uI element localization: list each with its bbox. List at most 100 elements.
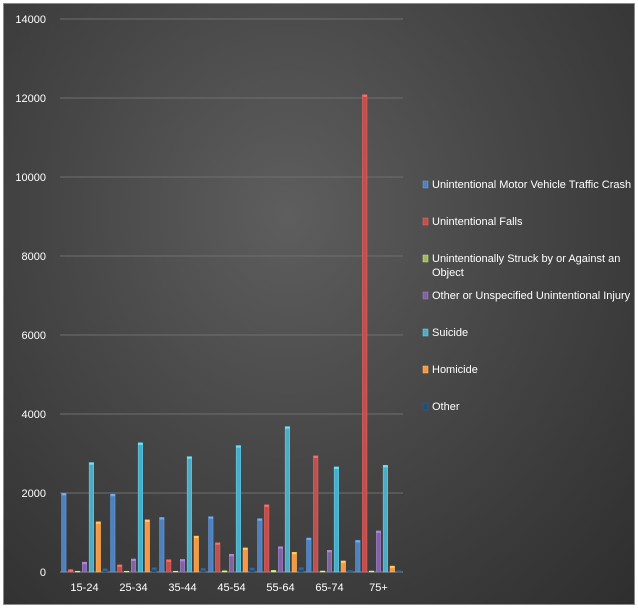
x-tick-label: 65-74 bbox=[315, 582, 343, 594]
y-tick-label: 2000 bbox=[22, 488, 46, 500]
bar-15-24-5 bbox=[88, 462, 94, 573]
bar-cap bbox=[341, 560, 346, 563]
bar-55-64-1 bbox=[257, 518, 263, 573]
bar-cap bbox=[200, 568, 206, 571]
y-tick-label: 8000 bbox=[22, 251, 46, 263]
bar-15-24-1 bbox=[61, 493, 67, 573]
legend-swatch bbox=[422, 402, 429, 411]
legend-label: Homicide bbox=[432, 364, 478, 376]
y-tick-label: 12000 bbox=[15, 93, 46, 105]
gridlines bbox=[60, 18, 403, 573]
bar-cap bbox=[334, 466, 339, 469]
bar-cap bbox=[151, 567, 157, 570]
legend: Unintentional Motor Vehicle Traffic Cras… bbox=[422, 179, 631, 413]
y-tick-label: 4000 bbox=[22, 409, 46, 421]
bar-45-54-6 bbox=[242, 547, 248, 573]
bar-cap bbox=[110, 494, 116, 497]
y-tick-label: 14000 bbox=[15, 14, 46, 26]
legend-swatch bbox=[422, 254, 429, 263]
legend-label: Other or Unspecified Unintentional Injur… bbox=[432, 290, 631, 302]
bar-cap bbox=[117, 564, 122, 567]
bar-cap bbox=[320, 571, 325, 572]
bar-cap bbox=[243, 547, 248, 550]
y-tick-label: 0 bbox=[40, 567, 46, 579]
bar-cap bbox=[145, 519, 150, 522]
bar-cap bbox=[369, 571, 374, 572]
y-tick-label: 10000 bbox=[15, 172, 46, 184]
bar-45-54-4 bbox=[229, 553, 234, 573]
bar-cap bbox=[131, 558, 136, 561]
bar-cap bbox=[327, 550, 332, 553]
bar-cap bbox=[159, 517, 165, 520]
bar-cap bbox=[180, 559, 185, 562]
bar-cap bbox=[61, 493, 67, 496]
bar-65-74-1 bbox=[306, 537, 312, 573]
bars bbox=[61, 94, 402, 573]
bar-cap bbox=[298, 567, 304, 570]
bar-25-34-5 bbox=[137, 442, 143, 573]
bar-cap bbox=[292, 552, 297, 555]
bar-cap bbox=[236, 445, 241, 448]
bar-cap bbox=[215, 542, 220, 545]
bar-cap bbox=[306, 538, 312, 541]
bar-cap bbox=[390, 566, 395, 569]
bar-cap bbox=[208, 516, 214, 519]
bar-cap bbox=[376, 530, 381, 533]
legend-swatch bbox=[422, 180, 429, 189]
bar-cap bbox=[173, 571, 178, 572]
bar-cap bbox=[285, 426, 290, 429]
legend-label: Unintentional Motor Vehicle Traffic Cras… bbox=[432, 179, 631, 191]
bar-75+-2 bbox=[362, 94, 368, 573]
bar-cap bbox=[187, 456, 192, 459]
bar-cap bbox=[347, 570, 353, 572]
bar-cap bbox=[257, 518, 263, 521]
legend-swatch bbox=[422, 365, 429, 374]
bar-cap bbox=[355, 540, 361, 543]
bar-55-64-2 bbox=[264, 504, 270, 573]
x-tick-label: 35-44 bbox=[168, 582, 196, 594]
bar-cap bbox=[166, 559, 171, 562]
x-tick-label: 45-54 bbox=[217, 582, 245, 594]
bar-25-34-1 bbox=[110, 493, 116, 573]
bar-45-54-1 bbox=[208, 516, 214, 573]
bar-cap bbox=[68, 569, 73, 572]
legend-label: Unintentional Falls bbox=[432, 216, 523, 228]
x-axis: 15-24 25-34 35-44 45-54 55-64 65-74 75+ bbox=[70, 582, 387, 594]
x-tick-label: 55-64 bbox=[266, 582, 294, 594]
bar-75+-5 bbox=[382, 465, 388, 573]
bar-55-64-5 bbox=[284, 426, 290, 573]
bar-cap bbox=[124, 571, 129, 572]
legend-label: Unintentionally Struck by or Against an O… bbox=[432, 253, 620, 279]
x-tick-label: 15-24 bbox=[70, 582, 98, 594]
bar-45-54-5 bbox=[235, 445, 241, 573]
bar-55-64-6 bbox=[291, 552, 297, 573]
bar-cap bbox=[229, 554, 234, 557]
bar-cap bbox=[96, 521, 101, 524]
bar-65-74-4 bbox=[327, 550, 332, 573]
bar-cap bbox=[82, 562, 87, 565]
bar-15-24-6 bbox=[95, 521, 101, 573]
chart-area bbox=[3, 3, 635, 605]
bar-cap bbox=[222, 570, 227, 572]
bar-cap bbox=[102, 568, 108, 571]
bar-55-64-4 bbox=[278, 546, 283, 573]
bar-cap bbox=[194, 536, 199, 539]
bar-cap bbox=[249, 568, 255, 571]
bar-35-44-5 bbox=[186, 456, 192, 573]
bar-cap bbox=[75, 571, 80, 572]
bar-45-54-2 bbox=[215, 542, 221, 573]
bar-cap bbox=[362, 94, 367, 97]
bar-cap bbox=[271, 570, 276, 572]
legend-swatch bbox=[422, 328, 429, 337]
y-axis: 0 2000 4000 6000 8000 10000 12000 14000 bbox=[15, 14, 46, 579]
legend-label: Suicide bbox=[432, 327, 468, 339]
bar-75+-4 bbox=[376, 530, 381, 573]
legend-label: Other bbox=[432, 401, 460, 413]
y-tick-label: 6000 bbox=[22, 330, 46, 342]
bar-35-44-1 bbox=[159, 517, 165, 573]
x-tick-label: 25-34 bbox=[119, 582, 147, 594]
bar-cap bbox=[138, 442, 143, 445]
bar-75+-1 bbox=[355, 540, 361, 573]
bar-35-44-6 bbox=[193, 535, 199, 573]
